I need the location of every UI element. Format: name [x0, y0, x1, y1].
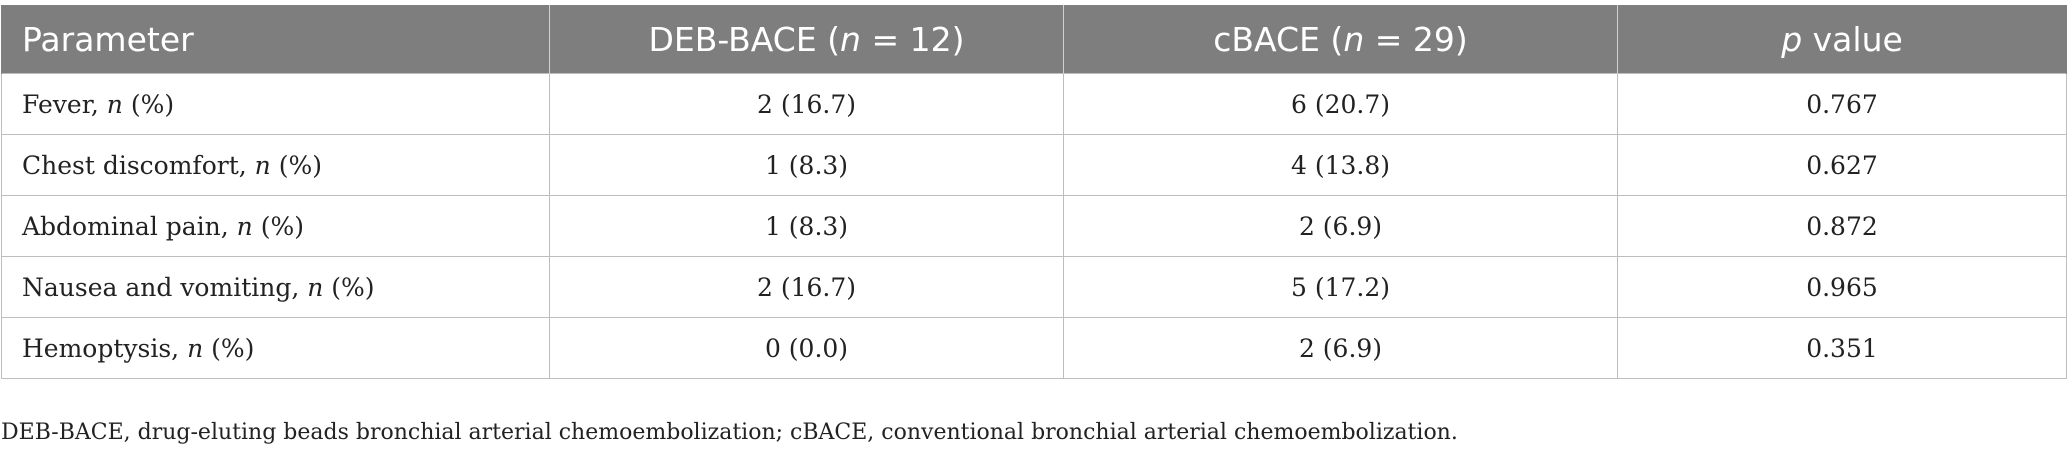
- table-header: Parameter DEB-BACE (n = 12) cBACE (n = 2…: [1, 5, 2067, 74]
- row-deb-value: 2 (16.7): [549, 256, 1064, 318]
- row-cbace-value: 5 (17.2): [1063, 256, 1618, 318]
- row-parameter: Nausea and vomiting, n (%): [1, 256, 550, 318]
- header-deb-bace: DEB-BACE (n = 12): [549, 5, 1064, 74]
- row-p-value: 0.767: [1617, 73, 2067, 135]
- table-row: Nausea and vomiting, n (%) 2 (16.7) 5 (1…: [1, 256, 2067, 318]
- table-row: Hemoptysis, n (%) 0 (0.0) 2 (6.9) 0.351: [1, 317, 2067, 379]
- row-p-value: 0.351: [1617, 317, 2067, 379]
- header-cbace: cBACE (n = 29): [1063, 5, 1618, 74]
- table-row: Chest discomfort, n (%) 1 (8.3) 4 (13.8)…: [1, 134, 2067, 196]
- row-cbace-value: 2 (6.9): [1063, 317, 1618, 379]
- row-deb-value: 1 (8.3): [549, 134, 1064, 196]
- row-parameter: Hemoptysis, n (%): [1, 317, 550, 379]
- row-cbace-value: 6 (20.7): [1063, 73, 1618, 135]
- row-deb-value: 2 (16.7): [549, 73, 1064, 135]
- row-p-value: 0.872: [1617, 195, 2067, 257]
- header-p-value: p value: [1617, 5, 2067, 74]
- row-parameter: Chest discomfort, n (%): [1, 134, 550, 196]
- row-cbace-value: 4 (13.8): [1063, 134, 1618, 196]
- row-p-value: 0.627: [1617, 134, 2067, 196]
- row-parameter: Abdominal pain, n (%): [1, 195, 550, 257]
- row-deb-value: 0 (0.0): [549, 317, 1064, 379]
- table-footnote: DEB-BACE, drug-eluting beads bronchial a…: [1, 420, 1458, 445]
- header-row: Parameter DEB-BACE (n = 12) cBACE (n = 2…: [1, 5, 2067, 74]
- adverse-events-table: Parameter DEB-BACE (n = 12) cBACE (n = 2…: [1, 5, 2067, 379]
- row-cbace-value: 2 (6.9): [1063, 195, 1618, 257]
- table-row: Fever, n (%) 2 (16.7) 6 (20.7) 0.767: [1, 73, 2067, 135]
- table-row: Abdominal pain, n (%) 1 (8.3) 2 (6.9) 0.…: [1, 195, 2067, 257]
- header-parameter: Parameter: [1, 5, 550, 74]
- row-deb-value: 1 (8.3): [549, 195, 1064, 257]
- row-parameter: Fever, n (%): [1, 73, 550, 135]
- row-p-value: 0.965: [1617, 256, 2067, 318]
- table-body: Fever, n (%) 2 (16.7) 6 (20.7) 0.767 Che…: [1, 73, 2067, 379]
